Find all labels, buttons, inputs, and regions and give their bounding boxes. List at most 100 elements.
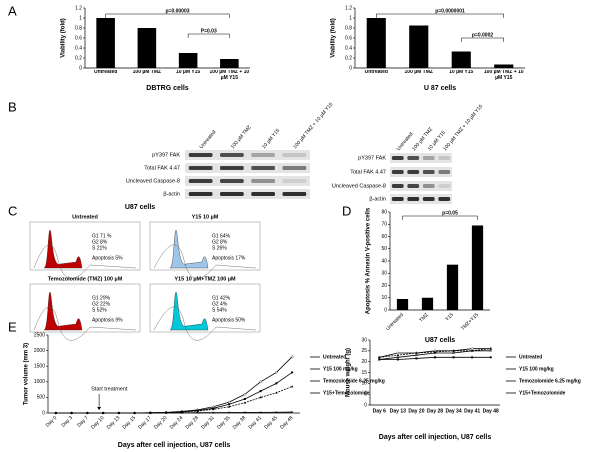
flow-stat: G1 71 % xyxy=(92,233,112,239)
x-tick-label: Untreated xyxy=(385,312,405,332)
flow-panel-title: Untreated xyxy=(72,214,98,220)
marker xyxy=(227,400,231,404)
legend-label: Y15+Temozolomide xyxy=(519,390,566,396)
x-tick-label-box: 100 µM TMZ + 10 µM Y15 xyxy=(209,70,250,81)
y-tick-label: 1 xyxy=(79,15,82,21)
marker xyxy=(228,403,231,406)
blot-background xyxy=(390,153,452,163)
blot-band xyxy=(422,156,435,160)
y-tick-label: 80 xyxy=(381,209,387,215)
marker xyxy=(290,355,294,359)
flow-title: U87 cells xyxy=(125,204,155,211)
x-tick-label: Day 20 xyxy=(153,415,169,431)
x-tick-label: Day 3 xyxy=(60,415,74,429)
chart-title: U87 cells xyxy=(425,337,455,344)
marker xyxy=(396,356,400,359)
blot-row-label: β-actin xyxy=(163,191,180,197)
blot-background xyxy=(185,176,310,186)
blot-band xyxy=(438,184,451,188)
blot-band xyxy=(391,184,404,188)
marker xyxy=(470,349,474,353)
legend-label: Y15 100 mg/kg xyxy=(323,366,358,372)
blot-column-label: 100 µM TMZ xyxy=(230,125,253,151)
marker xyxy=(274,370,278,375)
significance-bracket xyxy=(105,13,230,18)
legend-label: Untreated xyxy=(519,354,542,360)
y-tick-label: 15 xyxy=(361,370,367,376)
flow-trace xyxy=(153,306,257,341)
annotation: p=0.00003 xyxy=(165,8,189,14)
x-tick-label: 100 µM TMZ + 10 µM Y15 xyxy=(209,70,250,81)
blot-band xyxy=(188,192,213,196)
flow-stat: G2 8% xyxy=(92,239,108,245)
bar xyxy=(409,25,429,68)
x-tick-label: Day 28 xyxy=(185,415,201,431)
blot-band xyxy=(438,170,451,174)
blot-band xyxy=(407,184,420,188)
blot-band xyxy=(407,197,420,201)
arrow-head xyxy=(97,407,102,410)
flow-trace xyxy=(153,244,257,279)
flow-stat: G2 8% xyxy=(212,239,228,245)
blot-band xyxy=(407,170,420,174)
y-tick-label: 2500 xyxy=(34,332,45,338)
marker xyxy=(86,411,89,415)
blot-band xyxy=(251,153,275,157)
x-tick-label: TMZ+Y15 xyxy=(460,312,480,332)
x-tick-label: Day 41 xyxy=(464,408,480,414)
blot-band xyxy=(220,153,244,157)
marker xyxy=(434,356,436,359)
x-tick-label: 10 µM Y15 xyxy=(449,70,474,75)
marker xyxy=(415,357,418,360)
marker xyxy=(259,390,262,393)
panel-label: C xyxy=(8,203,17,218)
blot-band xyxy=(188,179,213,183)
y-tick-label: 0.2 xyxy=(345,55,352,61)
blot-band xyxy=(282,179,307,183)
x-tick-label-box: 10 µM Y15 xyxy=(449,70,474,75)
blot-background xyxy=(390,167,452,177)
x-tick-label: 100 µM TMZ xyxy=(404,70,433,75)
x-tick-label: Day 45 xyxy=(263,415,279,431)
blot-row-label: pY397 FAK xyxy=(358,155,386,161)
x-tick-label: Day 13 xyxy=(390,408,406,414)
flow-stat: G2 22% xyxy=(92,301,111,307)
y-tick-label: 0.8 xyxy=(345,25,352,31)
panel-label: B xyxy=(8,99,17,114)
blot-band xyxy=(188,166,213,170)
marker xyxy=(212,407,215,411)
x-tick-label: 100 µM TMZ + 10 µM Y15 xyxy=(483,70,524,81)
bar xyxy=(220,59,239,68)
y-tick-label: 30 xyxy=(381,271,387,277)
x-tick-label: Day 48 xyxy=(483,408,499,414)
bar xyxy=(421,297,434,310)
bar xyxy=(446,264,459,310)
significance-bracket xyxy=(187,33,230,38)
marker xyxy=(471,356,474,359)
marker xyxy=(415,353,418,357)
blot-band xyxy=(220,166,244,170)
y-tick-label: 25 xyxy=(361,348,367,354)
annotation: Start treatment xyxy=(91,386,128,392)
marker xyxy=(396,358,399,361)
marker xyxy=(290,385,294,388)
marker xyxy=(180,411,184,415)
y-tick-label: 70 xyxy=(381,222,387,228)
flow-stat: G2 4% xyxy=(212,301,228,307)
blot-row-label: Total FAK 4.47 xyxy=(350,169,386,175)
y-tick-label: 50 xyxy=(381,246,387,252)
flow-stat: G1 42% xyxy=(212,295,231,301)
blot-band xyxy=(391,197,404,201)
blot-band xyxy=(251,192,275,196)
flow-panel-title: Y15 10 µM xyxy=(192,214,219,220)
x-tick-label-box: 100 µM TMZ xyxy=(404,70,433,75)
x-tick-label: Day 38 xyxy=(232,415,248,431)
y-tick-label: 40 xyxy=(381,258,387,264)
x-axis-label: Days after cell injection, U87 cells xyxy=(379,434,492,441)
flow-stat: G1 29% xyxy=(92,295,111,301)
y-tick-label: 1000 xyxy=(34,379,45,385)
annotation: P=0.03 xyxy=(201,28,217,34)
x-tick-label: Untreated xyxy=(93,70,118,75)
x-tick-label: Day 35 xyxy=(216,415,232,431)
